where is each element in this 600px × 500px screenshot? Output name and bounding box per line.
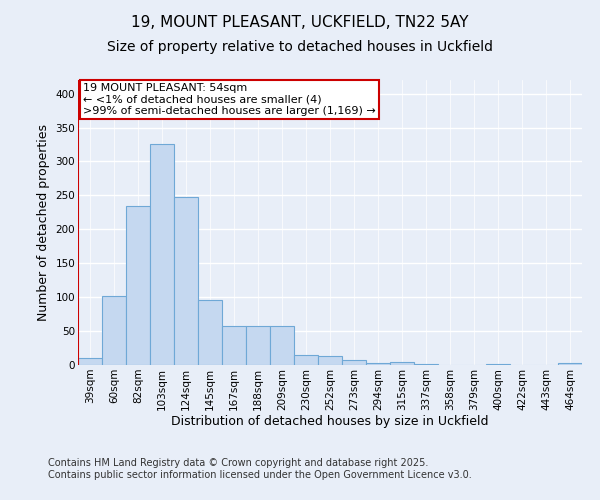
Bar (150, 144, 174, 365)
Bar (270, 326, 294, 365)
Bar (318, 356, 342, 365)
Text: 19 MOUNT PLEASANT: 54sqm
← <1% of detached houses are smaller (4)
>99% of semi-d: 19 MOUNT PLEASANT: 54sqm ← <1% of detach… (83, 83, 376, 116)
Bar (198, 300, 222, 365)
Bar (126, 206, 150, 365)
Y-axis label: Number of detached properties: Number of detached properties (37, 124, 50, 321)
Bar (558, 363, 582, 365)
Text: Contains HM Land Registry data © Crown copyright and database right 2025.
Contai: Contains HM Land Registry data © Crown c… (48, 458, 472, 480)
Bar (222, 326, 246, 365)
Text: 19, MOUNT PLEASANT, UCKFIELD, TN22 5AY: 19, MOUNT PLEASANT, UCKFIELD, TN22 5AY (131, 15, 469, 30)
Text: Size of property relative to detached houses in Uckfield: Size of property relative to detached ho… (107, 40, 493, 54)
Bar (414, 364, 438, 365)
Bar (78, 358, 102, 365)
Bar (342, 360, 366, 365)
Bar (102, 296, 126, 365)
Bar (294, 355, 318, 365)
Bar (246, 326, 270, 365)
Bar (486, 364, 510, 365)
Bar (366, 363, 390, 365)
Bar (174, 196, 198, 365)
Bar (390, 362, 414, 365)
X-axis label: Distribution of detached houses by size in Uckfield: Distribution of detached houses by size … (171, 416, 489, 428)
